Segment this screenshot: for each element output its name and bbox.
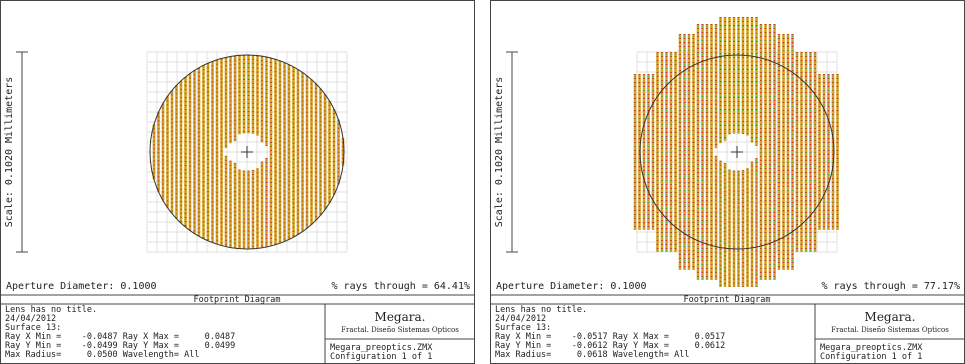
diagram-header: Footprint Diagram: [684, 295, 771, 305]
diagram-header: Footprint Diagram: [194, 295, 281, 305]
rays-through: % rays through = 77.17%: [822, 281, 960, 292]
file-name: Megara_preoptics.ZMX: [820, 343, 923, 353]
file-name: Megara_preoptics.ZMX: [330, 343, 433, 353]
info-line: Lens has no title.: [495, 305, 587, 315]
info-line: 24/04/2012: [5, 314, 56, 324]
info-line: Lens has no title.: [5, 305, 97, 315]
configuration: Configuration 1 of 1: [820, 352, 922, 362]
info-line: Ray Y Min = -0.0499 Ray Y Max = 0.0499: [5, 341, 235, 351]
footprint-panel: Scale: 0.1020 Millimeters Aperture Diamet…: [0, 0, 475, 364]
info-line: 24/04/2012: [495, 314, 546, 324]
company-name: Megara.: [375, 310, 426, 324]
info-line: Ray X Min = -0.0487 Ray X Max = 0.0487: [5, 332, 235, 342]
info-line: Surface 13:: [495, 323, 551, 333]
aperture-circle: [639, 54, 835, 250]
company-sub: Fractal. Diseño Sistemas Opticos: [341, 326, 459, 334]
info-line: Surface 13:: [5, 323, 61, 333]
aperture-label: Aperture Diameter: 0.1000: [6, 281, 157, 292]
company-name: Megara.: [865, 310, 916, 324]
info-line: Ray Y Min = -0.0612 Ray Y Max = 0.0612: [495, 341, 725, 351]
aperture-circle: [149, 54, 345, 250]
configuration: Configuration 1 of 1: [330, 352, 432, 362]
scale-label: Scale: 0.1020 Millimeters: [494, 77, 505, 228]
info-line: Ray X Min = -0.0517 Ray X Max = 0.0517: [495, 332, 725, 342]
aperture-label: Aperture Diameter: 0.1000: [496, 281, 647, 292]
info-line: Max Radius= 0.0500 Wavelength= All: [5, 350, 199, 360]
info-line: Max Radius= 0.0618 Wavelength= All: [495, 350, 689, 360]
footprint-panel: Scale: 0.1020 Millimeters Aperture Diamet…: [490, 0, 965, 364]
scale-label: Scale: 0.1020 Millimeters: [4, 77, 15, 228]
rays-through: % rays through = 64.41%: [332, 281, 470, 292]
company-sub: Fractal. Diseño Sistemas Opticos: [831, 326, 949, 334]
